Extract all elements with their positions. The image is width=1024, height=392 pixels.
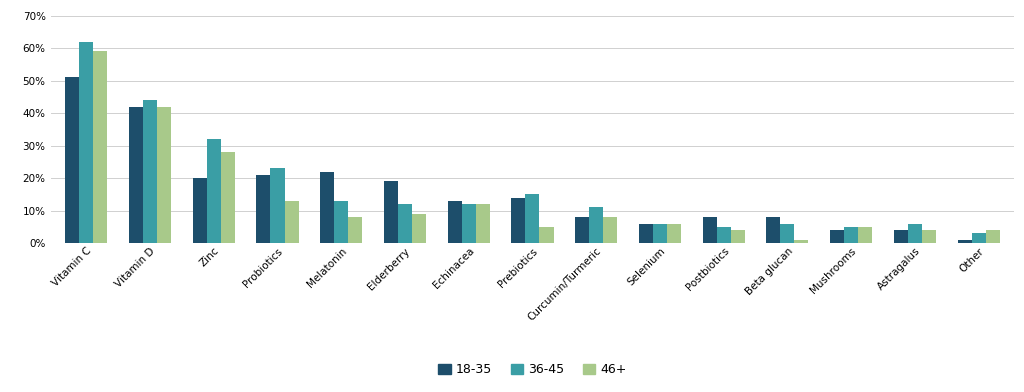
Bar <box>957 240 972 243</box>
Bar <box>256 175 270 243</box>
Bar <box>143 100 157 243</box>
Bar <box>285 201 299 243</box>
Bar <box>193 178 207 243</box>
Bar <box>908 223 922 243</box>
Bar <box>66 77 79 243</box>
Bar <box>476 204 489 243</box>
Bar <box>207 139 221 243</box>
Bar <box>986 230 999 243</box>
Bar <box>540 227 554 243</box>
Bar <box>589 207 603 243</box>
Bar <box>795 240 809 243</box>
Bar <box>525 194 540 243</box>
Bar <box>830 230 844 243</box>
Legend: 18-35, 36-45, 46+: 18-35, 36-45, 46+ <box>433 358 632 381</box>
Bar <box>575 217 589 243</box>
Bar <box>639 223 653 243</box>
Bar <box>731 230 744 243</box>
Bar <box>972 233 986 243</box>
Bar <box>270 168 285 243</box>
Bar <box>603 217 617 243</box>
Bar <box>412 214 426 243</box>
Bar <box>334 201 348 243</box>
Bar <box>321 172 334 243</box>
Bar <box>667 223 681 243</box>
Bar <box>858 227 872 243</box>
Bar <box>844 227 858 243</box>
Bar <box>894 230 908 243</box>
Bar <box>702 217 717 243</box>
Bar <box>511 198 525 243</box>
Bar <box>922 230 936 243</box>
Bar <box>384 181 398 243</box>
Bar <box>653 223 667 243</box>
Bar <box>447 201 462 243</box>
Bar <box>717 227 731 243</box>
Bar <box>398 204 412 243</box>
Bar <box>766 217 780 243</box>
Bar <box>93 51 108 243</box>
Bar <box>780 223 795 243</box>
Bar <box>348 217 362 243</box>
Bar <box>221 152 234 243</box>
Bar <box>129 107 143 243</box>
Bar <box>79 42 93 243</box>
Bar <box>157 107 171 243</box>
Bar <box>462 204 476 243</box>
